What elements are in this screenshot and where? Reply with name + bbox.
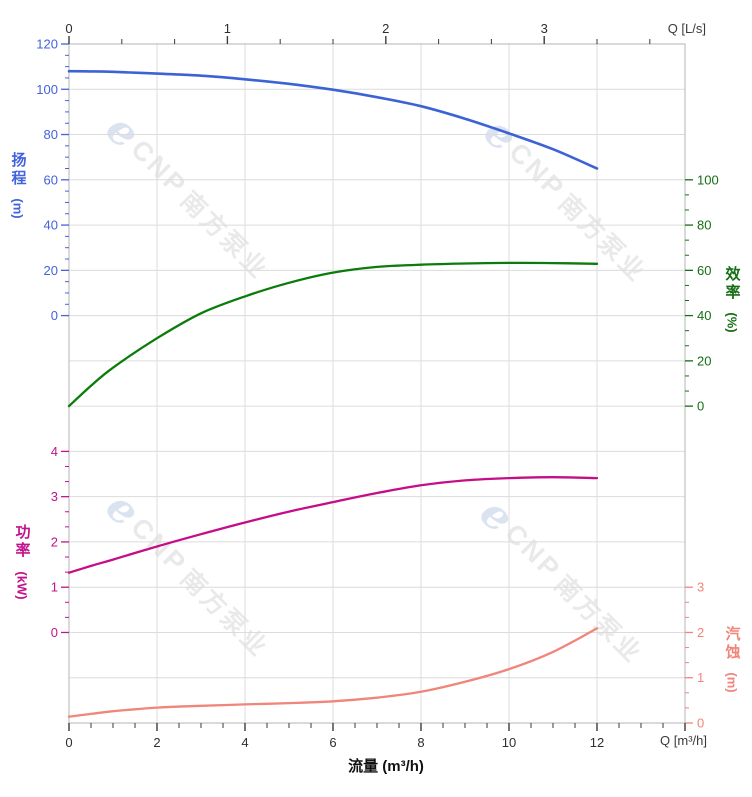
- head-tick-label: 80: [44, 127, 58, 142]
- top-axis-tick-label: 0: [65, 21, 72, 36]
- npsh-axis-name: 汽蚀: [723, 626, 741, 662]
- power-tick-label: 2: [51, 534, 58, 549]
- plot-border: [68, 43, 686, 724]
- efficiency-tick-label: 80: [697, 218, 711, 233]
- head-axis-unit: (m): [10, 197, 26, 219]
- bottom-axis-tick-label: 2: [153, 735, 160, 750]
- efficiency-axis-name: 效率: [723, 266, 741, 302]
- top-axis-tick-label: 1: [224, 21, 231, 36]
- npsh-tick-label: 1: [697, 670, 704, 685]
- npsh-tick-label: 2: [697, 625, 704, 640]
- flow-axis-title: 流量 (m³/h): [348, 758, 424, 775]
- npsh-axis-title: 汽蚀 (m): [718, 626, 746, 695]
- power-axis-title: 功率 (kW): [8, 524, 36, 603]
- power-axis-name: 功率: [13, 524, 31, 560]
- efficiency-tick-label: 0: [697, 399, 704, 414]
- efficiency-axis-unit: (%): [724, 311, 740, 333]
- head-axis-name: 扬程: [9, 152, 27, 188]
- npsh-axis-unit: (m): [724, 671, 740, 693]
- head-tick-label: 100: [36, 82, 58, 97]
- top-axis-tick-label: 3: [541, 21, 548, 36]
- head-tick-label: 0: [51, 308, 58, 323]
- head-curve: [67, 69, 599, 170]
- npsh-tick-label: 3: [697, 580, 704, 595]
- power-tick-label: 3: [51, 489, 58, 504]
- power-tick-label: 1: [51, 580, 58, 595]
- head-tick-label: 40: [44, 218, 58, 233]
- bottom-axis-tick-label: 10: [502, 735, 516, 750]
- efficiency-tick-label: 20: [697, 353, 711, 368]
- bottom-axis-tick-label: 8: [417, 735, 424, 750]
- efficiency-tick-label: 60: [697, 263, 711, 278]
- power-axis-unit: (kW): [14, 570, 30, 600]
- head-tick-label: 20: [44, 263, 58, 278]
- top-axis-unit-label: Q [L/s]: [667, 21, 706, 36]
- efficiency-axis-title: 效率 (%): [718, 266, 746, 335]
- power-tick-label: 0: [51, 625, 58, 640]
- bottom-axis-unit-label: Q [m³/h]: [660, 733, 707, 748]
- efficiency-curve: [67, 261, 599, 408]
- head-tick-label: 60: [44, 172, 58, 187]
- top-axis-tick-label: 2: [382, 21, 389, 36]
- npsh-curve: [67, 627, 599, 718]
- efficiency-tick-label: 40: [697, 308, 711, 323]
- bottom-axis-tick-label: 12: [590, 735, 604, 750]
- bottom-axis-tick-label: 4: [241, 735, 248, 750]
- efficiency-tick-label: 100: [697, 172, 719, 187]
- power-tick-label: 4: [51, 444, 58, 459]
- npsh-tick-label: 0: [697, 716, 704, 731]
- head-tick-label: 120: [36, 37, 58, 52]
- power-curve: [67, 476, 599, 574]
- head-axis-title: 扬程 (m): [4, 152, 32, 221]
- bottom-axis-tick-label: 0: [65, 735, 72, 750]
- bottom-axis-tick-label: 6: [329, 735, 336, 750]
